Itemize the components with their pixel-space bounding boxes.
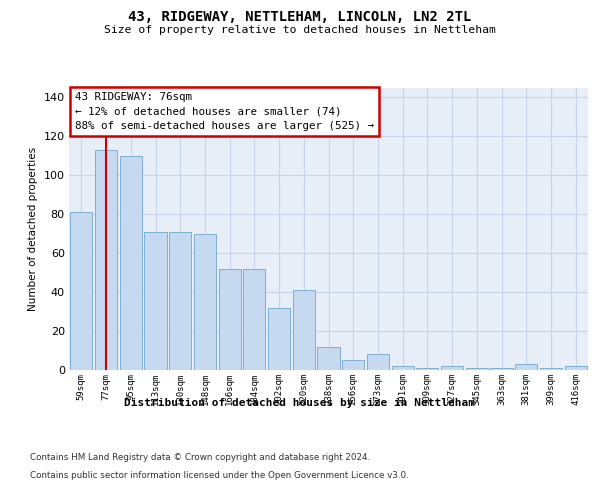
Bar	[367, 354, 389, 370]
Bar	[145, 232, 167, 370]
Bar	[119, 156, 142, 370]
Bar	[317, 346, 340, 370]
Bar	[490, 368, 512, 370]
Bar	[441, 366, 463, 370]
Bar	[95, 150, 117, 370]
Bar	[515, 364, 538, 370]
Bar	[169, 232, 191, 370]
Text: Contains HM Land Registry data © Crown copyright and database right 2024.: Contains HM Land Registry data © Crown c…	[30, 452, 370, 462]
Bar	[416, 368, 439, 370]
Bar	[342, 360, 364, 370]
Bar	[293, 290, 315, 370]
Bar	[268, 308, 290, 370]
Y-axis label: Number of detached properties: Number of detached properties	[28, 146, 38, 311]
Bar	[243, 268, 265, 370]
Bar	[70, 212, 92, 370]
Bar	[540, 368, 562, 370]
Bar	[218, 268, 241, 370]
Text: 43 RIDGEWAY: 76sqm
← 12% of detached houses are smaller (74)
88% of semi-detache: 43 RIDGEWAY: 76sqm ← 12% of detached hou…	[75, 92, 374, 132]
Text: Size of property relative to detached houses in Nettleham: Size of property relative to detached ho…	[104, 25, 496, 35]
Text: Contains public sector information licensed under the Open Government Licence v3: Contains public sector information licen…	[30, 471, 409, 480]
Bar	[392, 366, 414, 370]
Text: 43, RIDGEWAY, NETTLEHAM, LINCOLN, LN2 2TL: 43, RIDGEWAY, NETTLEHAM, LINCOLN, LN2 2T…	[128, 10, 472, 24]
Text: Distribution of detached houses by size in Nettleham: Distribution of detached houses by size …	[125, 398, 476, 407]
Bar	[565, 366, 587, 370]
Bar	[466, 368, 488, 370]
Bar	[194, 234, 216, 370]
